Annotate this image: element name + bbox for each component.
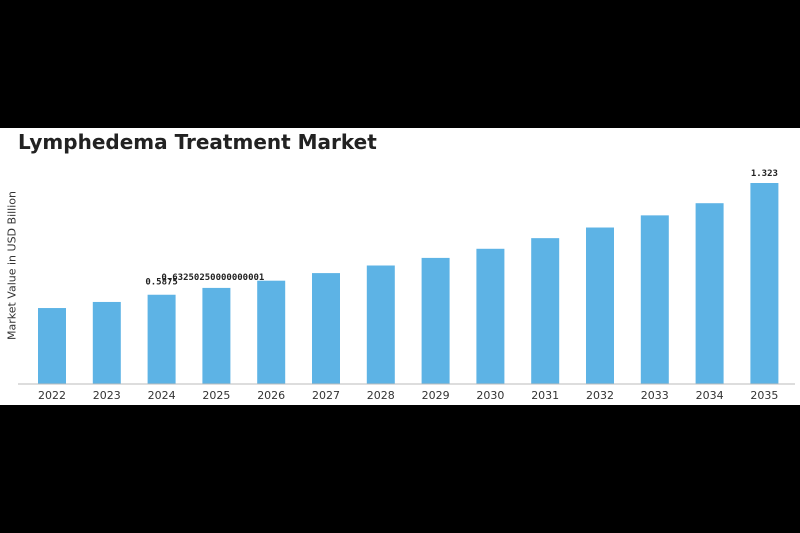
x-tick-label-2034: 2034 [696,389,724,402]
x-tick-label-2030: 2030 [476,389,504,402]
bar-2034 [695,203,724,384]
x-tick-label-2025: 2025 [202,389,230,402]
data-label-2025: 0.63250250000000001 [161,273,264,283]
x-tick-label-2031: 2031 [531,389,559,402]
bar-2030 [476,248,505,384]
bar-2025 [202,287,231,384]
data-label-2024: 0.5875 [145,278,178,288]
bar-2033 [640,215,669,384]
bar-2031 [531,238,560,384]
bar-2024 [147,294,176,384]
bar-2027 [312,273,340,384]
x-tick-label-2022: 2022 [38,389,66,402]
x-tick-label-2033: 2033 [641,389,669,402]
x-tick-label-2027: 2027 [312,389,340,402]
bar-2035 [750,183,779,384]
bar-2029 [421,257,450,384]
x-tick-label-2024: 2024 [148,389,176,402]
x-tick-label-2026: 2026 [257,389,285,402]
bar-2022 [38,308,66,384]
bar-2026 [257,280,286,384]
x-tick-label-2023: 2023 [93,389,121,402]
x-tick-label-2032: 2032 [586,389,614,402]
bar-chart: 2022 2023 2024 2025 2026 2027 2028 2029 2030 2031… [18,169,795,402]
chart-title: Lymphedema Treatment Market [18,130,377,154]
bar-2023 [92,301,121,384]
x-tick-label-2028: 2028 [367,389,395,402]
data-label-2035: 1.323 [751,169,778,179]
bar-2028 [366,265,395,384]
chart-panel: Lymphedema Treatment Market Market Value… [0,128,800,405]
x-tick-label-2029: 2029 [422,389,450,402]
x-tick-label-2035: 2035 [750,389,778,402]
bar-2032 [586,227,614,384]
